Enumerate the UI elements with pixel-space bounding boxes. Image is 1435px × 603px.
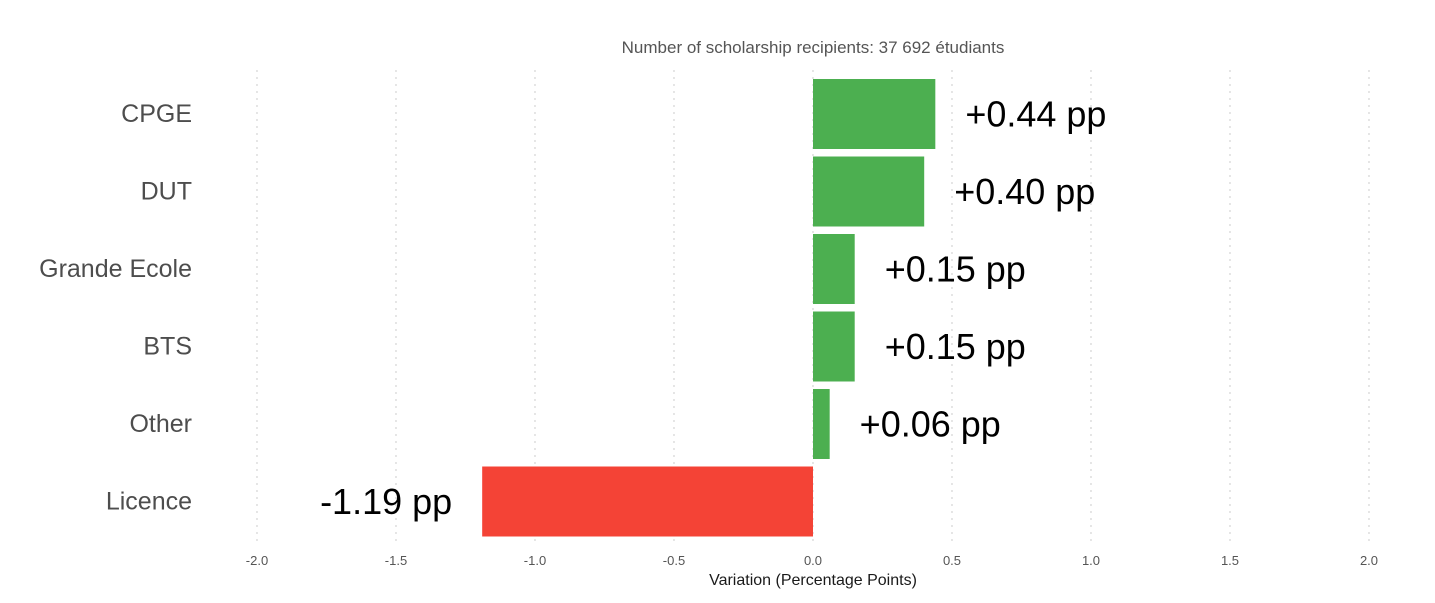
- data-labels: +0.44 pp +0.40 pp +0.15 pp +0.15 pp +0.06 pp…: [320, 94, 1106, 523]
- bars: [482, 79, 936, 537]
- bar-licence: [482, 466, 813, 537]
- bar-bts: [813, 311, 855, 382]
- category-labels: CPGE DUT Grande Ecole BTS Other Licence: [39, 100, 192, 516]
- data-label: -1.19 pp: [320, 481, 452, 522]
- category-label: BTS: [143, 333, 192, 361]
- x-tick-label: -1.0: [524, 553, 546, 568]
- gridlines: [256, 70, 1370, 542]
- category-label: Licence: [106, 488, 192, 516]
- x-tick-label: -2.0: [246, 553, 268, 568]
- x-tick-label: 0.0: [804, 553, 822, 568]
- bar-grande-ecole: [813, 234, 855, 304]
- x-tick-label: 2.0: [1360, 553, 1378, 568]
- data-label: +0.15 pp: [885, 326, 1026, 367]
- data-label: +0.15 pp: [885, 249, 1026, 290]
- category-label: CPGE: [121, 100, 192, 128]
- category-label: Grande Ecole: [39, 255, 192, 283]
- category-label: DUT: [141, 178, 192, 206]
- bar-dut: [813, 156, 925, 227]
- data-label: +0.44 pp: [965, 94, 1106, 135]
- x-axis-title: Variation (Percentage Points): [709, 572, 917, 589]
- data-label: +0.06 pp: [860, 404, 1001, 445]
- x-tick-label: 1.0: [1082, 553, 1100, 568]
- x-axis-ticks: -2.0 -1.5 -1.0 -0.5 0.0 0.5 1.0 1.5 2.0: [246, 553, 1378, 568]
- bar-other: [813, 389, 830, 459]
- data-label: +0.40 pp: [954, 171, 1095, 212]
- category-label: Other: [129, 410, 192, 438]
- x-tick-label: 0.5: [943, 553, 961, 568]
- x-tick-label: -1.5: [385, 553, 407, 568]
- chart-subtitle: Number of scholarship recipients: 37 692…: [622, 38, 1005, 57]
- x-tick-label: 1.5: [1221, 553, 1239, 568]
- x-tick-label: -0.5: [663, 553, 685, 568]
- bar-cpge: [813, 79, 936, 149]
